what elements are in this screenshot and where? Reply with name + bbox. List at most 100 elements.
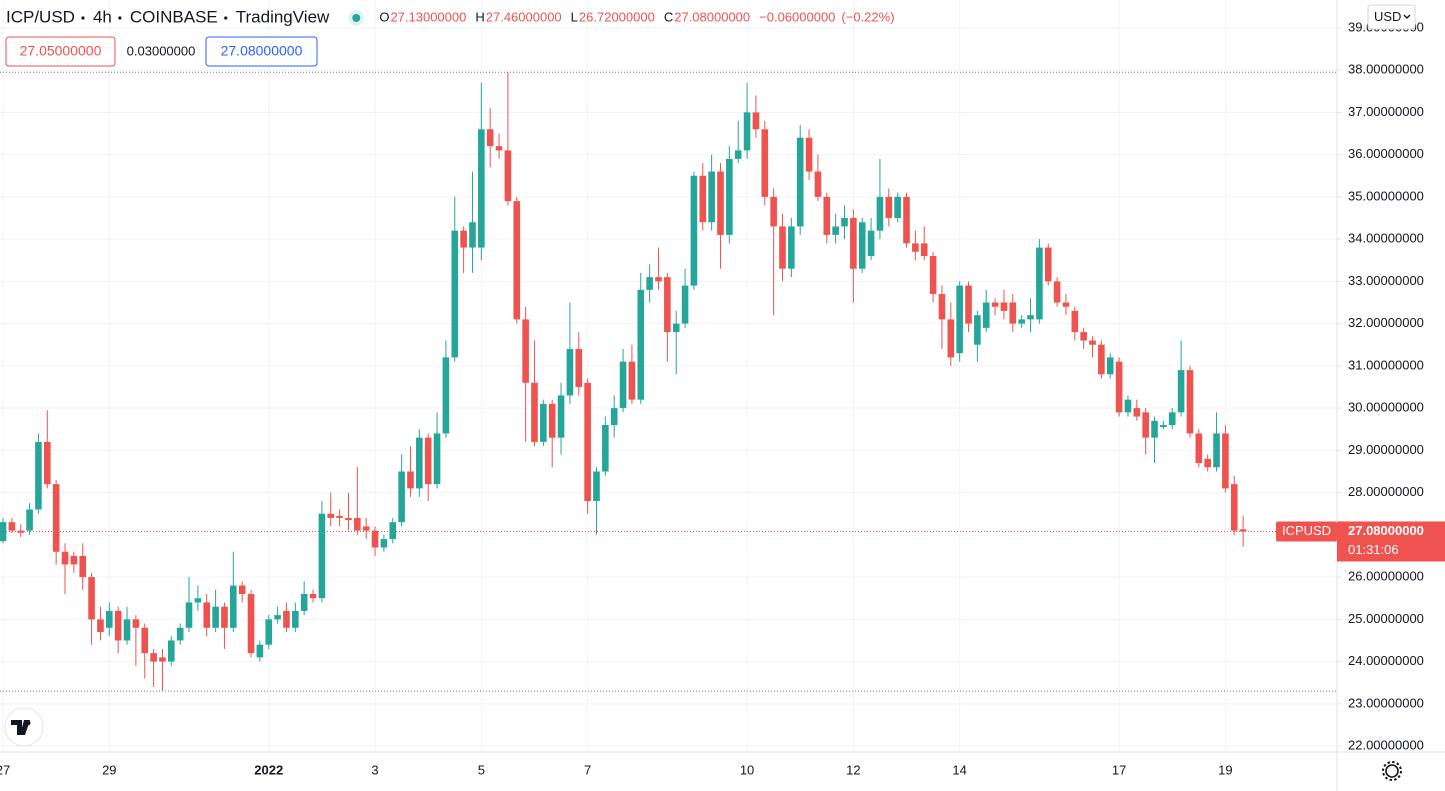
x-tick-label: 12 [846,762,860,777]
candle-body [796,137,804,227]
candles [0,72,1247,692]
candle-body [619,361,627,409]
price-tag-value: 27.08000000 [1348,523,1424,538]
price-tag-box [1337,521,1445,562]
x-tick-label: 17 [1112,762,1126,777]
settings-button[interactable] [1382,761,1402,781]
candle-body [548,403,556,438]
candle-body [504,150,512,202]
candle-body [1018,319,1025,324]
spread: 0.03000000 [127,43,196,58]
change: −0.06000000 [759,9,835,24]
candle-body [982,302,990,328]
candle-body [1027,315,1034,320]
candle-body [991,302,999,307]
ohlc-key: O [379,9,389,24]
candle-body [690,175,698,286]
candle-body [159,657,166,662]
candle-body [52,484,60,552]
y-tick-label: 22.00000000 [1348,738,1424,753]
y-tick-label: 24.00000000 [1348,653,1424,668]
symbol-tag [1276,521,1337,542]
candle-body [318,513,326,599]
candle-body [495,146,503,151]
candle-body [788,226,795,269]
separator-dot [224,16,228,20]
currency-button[interactable]: USD [1367,4,1416,30]
candle-body [770,196,777,227]
candle-body [779,226,786,269]
candle-body [79,555,87,578]
exchange: COINBASE [130,7,218,26]
candle-body [460,230,467,248]
tradingview-logo[interactable] [4,707,44,747]
currency-button-box[interactable] [1367,4,1416,30]
candle-body [708,171,715,223]
candle-body [726,158,733,235]
candle-body [655,277,662,282]
candle-body [734,150,742,159]
y-tick-label: 23.00000000 [1348,695,1424,710]
candle-body [389,522,397,540]
separator-dot [81,16,85,20]
candle-body [132,619,140,628]
candle-body [123,619,131,641]
candle-body [1186,370,1194,434]
x-tick-label: 29 [102,762,116,777]
price-tag: ICPUSD 27.08000000 01:31:06 [1276,521,1445,562]
candle-body [256,644,264,658]
ohlc-value: 27.46000000 [486,9,562,24]
candle-body [35,441,42,510]
candle-body [1036,247,1043,320]
candle-body [894,196,901,218]
y-tick-label: 25.00000000 [1348,611,1424,626]
ohlc-value: 27.08000000 [674,9,750,24]
candle-body [362,526,370,531]
change-percent: (−0.22%) [841,9,894,24]
bid-box[interactable] [5,36,116,67]
y-tick-label: 31.00000000 [1348,357,1424,372]
candle-body [61,551,69,565]
candle-body [309,593,317,599]
candle-body [681,285,689,324]
y-tick-label: 38.00000000 [1348,62,1424,77]
candle-body [1009,302,1017,324]
candle-body [566,348,574,396]
legend-header: ICP/USD 4h COINBASE TradingView O 27.13000000… [6,7,895,26]
candle-body [1195,433,1203,464]
logo-mark [11,720,30,735]
bid-price: 27.05000000 [20,43,102,59]
candle-body [203,602,211,628]
candle-body [17,530,25,533]
candle-body [176,627,184,641]
candle-body [761,129,769,197]
ask-box[interactable] [205,36,318,67]
candle-body [832,226,839,235]
candle-body [380,539,388,548]
candle-body [274,615,281,620]
grid [0,0,1337,752]
candle-body [212,606,219,628]
candle-body [646,277,653,290]
candle-body [354,517,361,531]
interval: 4h [93,7,112,26]
candle-body [1044,247,1052,282]
candle-body [628,361,636,400]
candle-body [1142,412,1149,438]
candle-body [88,577,95,620]
logo-dot [25,720,31,726]
candle-body [575,348,583,387]
candle-body [540,403,547,442]
candle-body [699,175,707,223]
candle-body [345,517,352,521]
candle-body [398,471,405,523]
x-tick-label: 7 [584,762,591,777]
x-tick-label: 10 [740,762,754,777]
candle-body [885,196,893,218]
x-tick-label: 14 [952,762,966,777]
candle-body [1133,408,1141,417]
candle-body [433,433,441,485]
candle-body [920,243,928,257]
candle-body [841,217,848,227]
